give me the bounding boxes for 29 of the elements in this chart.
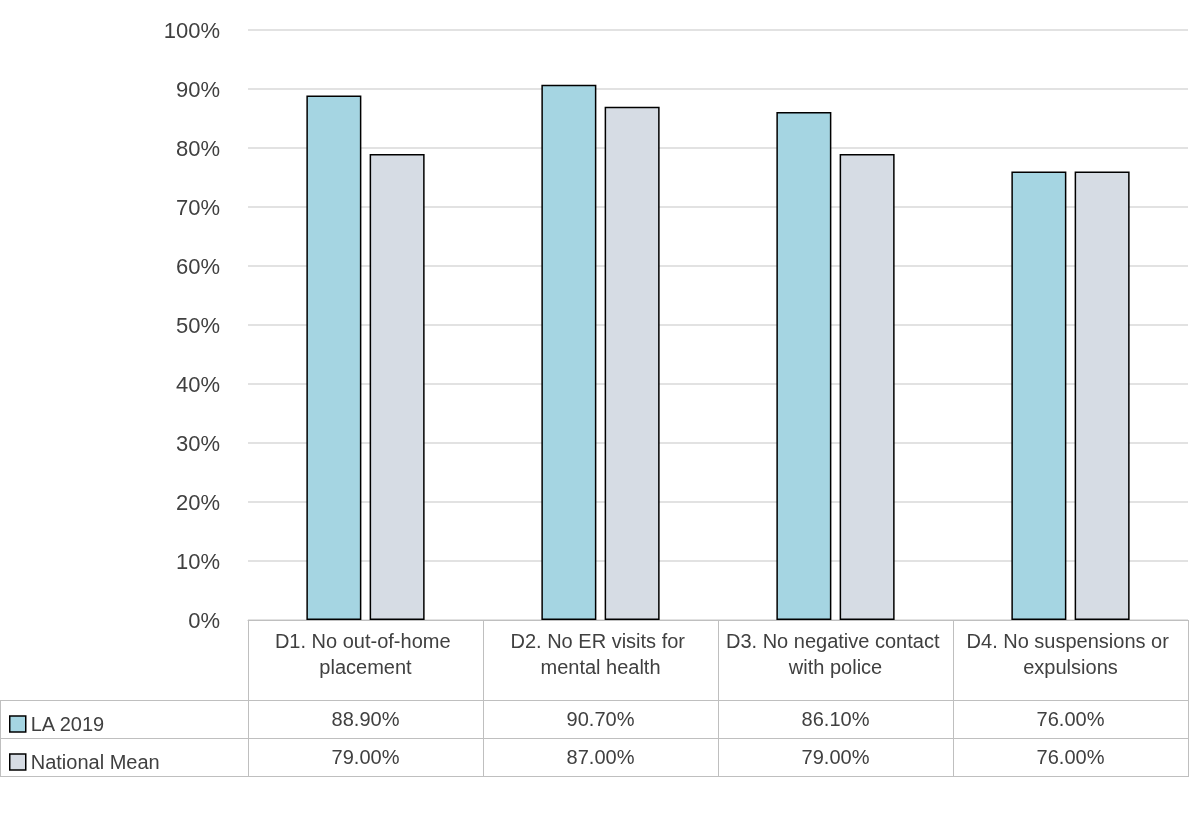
x-tick-label: D3. No negative contact with police bbox=[725, 630, 946, 678]
y-tick-label: 40% bbox=[175, 371, 220, 397]
y-tick-label: 0% bbox=[188, 607, 220, 633]
bar bbox=[1011, 171, 1067, 620]
bar bbox=[306, 95, 362, 620]
y-tick-label: 50% bbox=[175, 312, 220, 338]
legend-label: LA 2019 bbox=[30, 713, 105, 735]
bar bbox=[776, 112, 832, 620]
data-label: 86.10% bbox=[718, 700, 953, 739]
y-tick-label: 60% bbox=[175, 253, 220, 279]
data-label: 79.00% bbox=[718, 738, 953, 777]
data-label: 90.70% bbox=[483, 700, 718, 739]
x-tick-label: D4. No suspensions or expulsions bbox=[966, 630, 1175, 678]
y-tick-label: 90% bbox=[175, 76, 220, 102]
x-tick-label: D1. No out-of-home placement bbox=[274, 630, 457, 678]
y-tick-label: 100% bbox=[163, 17, 220, 43]
data-label: 79.00% bbox=[248, 738, 483, 777]
y-tick-label: 20% bbox=[175, 489, 220, 515]
x-tick-label: D2. No ER visits for mental health bbox=[510, 630, 691, 678]
y-tick-label: 10% bbox=[175, 548, 220, 574]
y-tick-label: 80% bbox=[175, 135, 220, 161]
data-label: 76.00% bbox=[953, 700, 1188, 739]
y-tick-label: 30% bbox=[175, 430, 220, 456]
data-label: 88.90% bbox=[248, 700, 483, 739]
data-label: 76.00% bbox=[953, 738, 1188, 777]
bar bbox=[541, 84, 597, 620]
data-label: 87.00% bbox=[483, 738, 718, 777]
y-tick-label: 70% bbox=[175, 194, 220, 220]
legend-label: National Mean bbox=[30, 751, 160, 773]
